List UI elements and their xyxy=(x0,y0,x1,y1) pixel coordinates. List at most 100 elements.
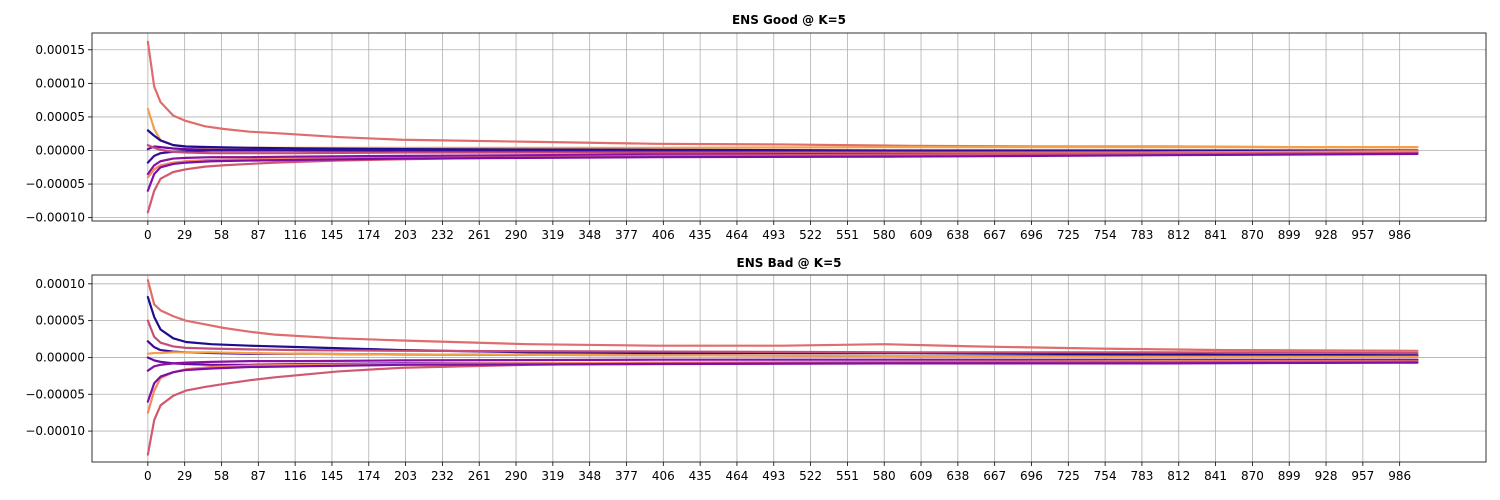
x-tick-label: 522 xyxy=(799,469,822,483)
x-tick-label: 145 xyxy=(320,469,343,483)
y-tick-label: −0.00005 xyxy=(25,387,85,401)
x-tick-label: 145 xyxy=(320,228,343,242)
x-tick-label: 580 xyxy=(873,469,896,483)
series-line-s10 xyxy=(146,361,1419,403)
y-tick-label: 0.00005 xyxy=(35,314,85,328)
x-tick-label: 406 xyxy=(652,469,675,483)
x-tick-label: 899 xyxy=(1278,228,1301,242)
y-tick-label: 0.00010 xyxy=(35,76,85,90)
x-tick-label: 609 xyxy=(910,469,933,483)
y-tick-label: −0.00010 xyxy=(25,211,85,225)
x-tick-label: 174 xyxy=(357,228,380,242)
x-tick-label: 116 xyxy=(284,228,307,242)
x-tick-label: 435 xyxy=(689,228,712,242)
y-tick-label: −0.00005 xyxy=(25,177,85,191)
x-tick-label: 870 xyxy=(1241,228,1264,242)
x-tick-label: 609 xyxy=(910,228,933,242)
x-tick-label: 87 xyxy=(251,469,266,483)
x-tick-label: 464 xyxy=(725,469,748,483)
x-tick-label: 783 xyxy=(1130,228,1153,242)
plot-frame xyxy=(91,32,1487,222)
x-tick-label: 725 xyxy=(1057,469,1080,483)
x-tick-label: 986 xyxy=(1388,469,1411,483)
x-tick-label: 928 xyxy=(1315,469,1338,483)
series-line-s3 xyxy=(146,319,1419,355)
plot-frame xyxy=(91,274,1487,463)
y-tick-label: 0.00005 xyxy=(35,110,85,124)
x-tick-label: 551 xyxy=(836,469,859,483)
x-tick-label: 116 xyxy=(284,469,307,483)
x-tick-label: 319 xyxy=(541,228,564,242)
x-tick-label: 377 xyxy=(615,228,638,242)
chart-title: ENS Bad @ K=5 xyxy=(737,256,842,270)
x-tick-label: 957 xyxy=(1351,228,1374,242)
x-tick-label: 319 xyxy=(541,469,564,483)
x-tick-label: 290 xyxy=(505,228,528,242)
panel-ens-good: ENS Good @ K=5 0 29 58 87 116 145 174 203 232 261 2… xyxy=(25,13,1487,242)
series-line-s9 xyxy=(146,152,1419,214)
x-tick-label: 725 xyxy=(1057,228,1080,242)
x-tick-label: 899 xyxy=(1278,469,1301,483)
x-tick-label: 812 xyxy=(1167,469,1190,483)
x-tick-label: 638 xyxy=(946,469,969,483)
x-tick-label: 261 xyxy=(468,469,491,483)
y-tick-label: 0.00015 xyxy=(35,43,85,57)
x-tick-label: 29 xyxy=(177,228,192,242)
x-tick-label: 493 xyxy=(762,228,785,242)
x-tick-label: 0 xyxy=(144,228,152,242)
series-line-s2 xyxy=(146,107,1419,149)
x-tick-label: 841 xyxy=(1204,228,1227,242)
x-tick-label: 348 xyxy=(578,469,601,483)
x-tick-label: 928 xyxy=(1315,228,1338,242)
series-line-s1 xyxy=(146,279,1419,352)
x-tick-label: 290 xyxy=(505,469,528,483)
x-tick-label: 841 xyxy=(1204,469,1227,483)
x-tick-label: 754 xyxy=(1094,469,1117,483)
x-tick-label: 406 xyxy=(652,228,675,242)
x-tick-label: 696 xyxy=(1020,469,1043,483)
series-line-s5 xyxy=(146,149,1419,164)
x-tick-label: 0 xyxy=(144,469,152,483)
x-tick-label: 783 xyxy=(1130,469,1153,483)
x-tick-label: 464 xyxy=(725,228,748,242)
x-tick-label: 261 xyxy=(468,228,491,242)
x-tick-label: 203 xyxy=(394,469,417,483)
x-tick-label: 638 xyxy=(946,228,969,242)
x-tick-label: 493 xyxy=(762,469,785,483)
x-tick-label: 435 xyxy=(689,469,712,483)
x-tick-label: 348 xyxy=(578,228,601,242)
x-tick-label: 203 xyxy=(394,228,417,242)
x-tick-label: 986 xyxy=(1388,228,1411,242)
x-tick-label: 377 xyxy=(615,469,638,483)
series-line-s8 xyxy=(146,360,1419,414)
y-tick-label: 0.00010 xyxy=(35,277,85,291)
x-tick-label: 551 xyxy=(836,228,859,242)
series-line-s5 xyxy=(146,351,1419,358)
series-line-s1 xyxy=(146,40,1419,149)
x-tick-label: 232 xyxy=(431,469,454,483)
x-tick-label: 870 xyxy=(1241,469,1264,483)
series-line-s7 xyxy=(146,358,1419,372)
x-tick-label: 812 xyxy=(1167,228,1190,242)
x-tick-label: 174 xyxy=(357,469,380,483)
x-tick-label: 58 xyxy=(214,228,229,242)
x-tick-label: 87 xyxy=(251,228,266,242)
x-tick-label: 667 xyxy=(983,228,1006,242)
y-tick-label: 0.00000 xyxy=(35,144,85,158)
x-tick-label: 58 xyxy=(214,469,229,483)
x-tick-label: 667 xyxy=(983,469,1006,483)
y-tick-label: −0.00010 xyxy=(25,424,85,438)
panel-ens-bad: ENS Bad @ K=5 0 29 58 87 116 145 174 203 232 261 29… xyxy=(25,256,1487,483)
x-tick-label: 754 xyxy=(1094,228,1117,242)
x-tick-label: 580 xyxy=(873,228,896,242)
x-tick-label: 696 xyxy=(1020,228,1043,242)
series-line-s9 xyxy=(146,360,1419,456)
x-tick-label: 29 xyxy=(177,469,192,483)
series-line-s10 xyxy=(146,152,1419,192)
x-tick-label: 232 xyxy=(431,228,454,242)
x-tick-label: 522 xyxy=(799,228,822,242)
chart-title: ENS Good @ K=5 xyxy=(732,13,846,27)
y-tick-label: 0.00000 xyxy=(35,350,85,364)
x-tick-label: 957 xyxy=(1351,469,1374,483)
